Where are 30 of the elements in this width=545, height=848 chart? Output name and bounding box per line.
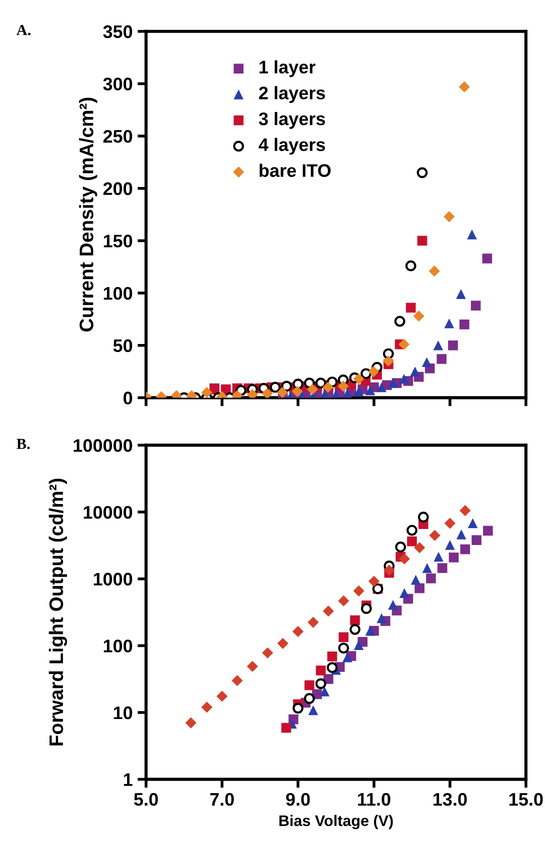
y-tick-label: 1 [124,773,132,786]
y-axis-title: Forward Light Output (cd/m²) [48,478,68,746]
y-tick-label: 150 [104,234,132,248]
x-tick-label: 15.0 [509,792,543,806]
legend-label: bare ITO [260,164,331,177]
y-tick-label: 10 [114,706,132,720]
legend-label: 1 layer [260,60,316,78]
x-tick-label: 7.0 [210,792,234,806]
y-tick-label: 1000 [94,572,132,586]
legend-label: 4 layers [258,138,325,155]
y-tick-label: 100 [104,640,132,652]
x-tick-label: 11.0 [358,792,390,806]
y-tick-label: 0 [124,392,132,404]
y-tick-label: 250 [103,130,132,143]
y-tick-label: 10000 [84,506,132,519]
legend-label: 3 layers [258,112,325,129]
text: B. [16,438,30,450]
y-axis-title: Current Density (mA/cm²) [79,98,98,332]
text: A. [16,24,31,36]
y-tick-label: 50 [113,339,132,352]
y-tick-label: 100000 [74,439,132,452]
x-tick-label: 13.0 [434,792,467,806]
y-tick-label: 350 [103,25,132,38]
legend-label: 2 layers [259,86,325,103]
x-axis-title: Bias Voltage (V) [279,814,393,830]
x-tick-label: 9.0 [286,792,310,806]
x-tick-label: 5.0 [134,792,158,806]
y-tick-label: 100 [104,286,132,300]
y-tick-label: 200 [103,182,132,196]
y-tick-label: 300 [103,78,132,90]
